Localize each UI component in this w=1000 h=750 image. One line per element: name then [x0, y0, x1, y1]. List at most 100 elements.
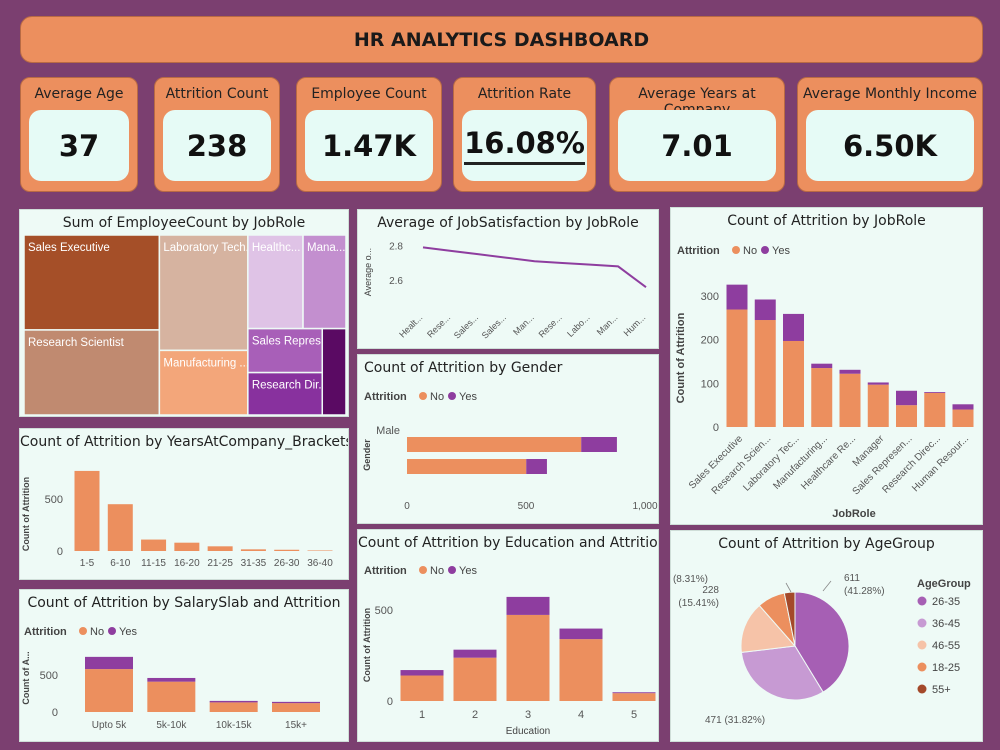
bar-yes [581, 437, 617, 452]
x-axis-label: Education [506, 726, 550, 737]
treemap-tile [247, 327, 324, 374]
gender-attrition-panel[interactable]: Count of Attrition by Gender Attrition No… [357, 354, 659, 524]
kpi-attrition-count[interactable]: Attrition Count 238 [154, 77, 280, 192]
y-tick-label: 0 [387, 696, 393, 708]
pie-slice-label: 228 [702, 585, 719, 596]
x-tick-label: 31-35 [241, 558, 267, 569]
pie-slice [783, 591, 796, 647]
kpi-value: 238 [186, 128, 248, 163]
bar-no [85, 669, 133, 712]
years-at-company-panel[interactable]: Count of Attrition by YearsAtCompany_Bra… [19, 428, 349, 580]
bar-yes [811, 363, 833, 369]
chart-title: Average of JobSatisfaction by JobRole [377, 215, 639, 231]
bar-yes [453, 649, 497, 658]
chart-title: Sum of EmployeeCount by JobRole [62, 215, 306, 231]
pie-slice-label: (41.28%) [844, 586, 885, 597]
kpi-employee-count[interactable]: Employee Count 1.47K [296, 77, 442, 192]
y-tick-label: 100 [701, 378, 719, 390]
bar [107, 504, 133, 551]
kpi-label: Average Age [34, 86, 124, 102]
pie-slice [740, 604, 797, 653]
pie-leader-line [785, 582, 792, 593]
treemap-tile-label: Healthc... [252, 242, 301, 254]
x-tick-label: 3 [525, 709, 531, 721]
x-tick-label: 1,000 [632, 501, 657, 512]
x-tick-label: 1-5 [80, 558, 95, 569]
bar [174, 542, 200, 551]
job-satisfaction-line-panel[interactable]: Average of JobSatisfaction by JobRole Av… [357, 209, 659, 349]
chart-title: Count of Attrition by AgeGroup [718, 536, 935, 552]
job-satisfaction-line [422, 246, 647, 288]
salary-slab-chart: Attrition No Yes Count of A... 0 500 Upto 5k 5k… [21, 626, 320, 731]
legend-yes-swatch [448, 566, 456, 574]
y-tick-label: 0 [52, 707, 58, 719]
y-tick-label: 0 [57, 546, 63, 558]
y-tick-label: 300 [701, 291, 719, 303]
legend-label: 46-55 [932, 640, 960, 652]
legend-no-swatch [79, 627, 87, 635]
kpi-average-monthly-income[interactable]: Average Monthly Income 6.50K [797, 77, 983, 192]
treemap-tile [23, 234, 161, 331]
x-tick-label: 26-30 [274, 558, 300, 569]
y-tick-label: 500 [45, 494, 63, 506]
legend-yes-label: Yes [772, 245, 790, 257]
x-tick-label: 10k-15k [216, 720, 253, 731]
chart-title: Count of Attrition by SalarySlab and Att… [27, 595, 341, 611]
bar-no [612, 693, 656, 701]
education-attrition-panel[interactable]: Count of Attrition by Education and Attr… [357, 529, 659, 742]
bar-no [272, 703, 320, 712]
legend-yes-swatch [761, 246, 769, 254]
bar-no [811, 368, 833, 427]
treemap-tile-label: Mana... [307, 242, 345, 254]
kpi-card: 37 [29, 110, 129, 181]
legend-no-label: No [90, 626, 104, 638]
x-tick-label: Labo... [565, 312, 592, 339]
agegroup-pie-chart: 611 (41.28%) 471 (31.82%) 228 (15.41%) 123 (8… [671, 573, 971, 726]
pie-slice-label: 123 (8.31%) [671, 574, 708, 585]
x-tick-label: 16-20 [174, 558, 200, 569]
treemap-tile-label: Sales Repres... [252, 336, 331, 348]
bar-no [783, 340, 804, 427]
kpi-average-age[interactable]: Average Age 37 [20, 77, 138, 192]
bar-yes [896, 390, 917, 406]
kpi-average-years-at-company[interactable]: Average Years at Company 7.01 [609, 77, 785, 192]
kpi-card: 238 [163, 110, 271, 181]
legend-no-swatch [732, 246, 740, 254]
legend-no-swatch [419, 392, 427, 400]
bar-no [209, 702, 258, 712]
bar-yes [726, 284, 748, 310]
legend-title: AgeGroup [917, 578, 971, 590]
x-tick-label: Sales... [452, 312, 480, 340]
y-tick-label: 200 [701, 335, 719, 347]
x-tick-label: 2 [472, 709, 478, 721]
chart-title: Count of Attrition by Education and Attr… [358, 535, 659, 551]
treemap-jobrole-panel[interactable]: Sum of EmployeeCount by JobRole Sales Ex… [19, 209, 349, 417]
bar-yes [952, 404, 974, 410]
bar-no [453, 657, 497, 701]
legend-no-label: No [430, 391, 444, 403]
bar-yes [526, 459, 547, 474]
years-at-company-chart: Count of Attrition 0 500 1-5 6-10 11-15 16-20 2… [21, 470, 333, 569]
legend-no-label: No [743, 245, 757, 257]
kpi-attrition-rate[interactable]: Attrition Rate 16.08% [453, 77, 596, 192]
agegroup-attrition-panel[interactable]: Count of Attrition by AgeGroup 611 (41.28… [670, 530, 983, 742]
legend-yes-label: Yes [119, 626, 137, 638]
jobrole-attrition-chart: Attrition No Yes Count of Attrition 0 100 200 3… [675, 245, 974, 520]
legend-no-label: No [430, 565, 444, 577]
y-axis-label: Count of A... [21, 651, 31, 704]
bar-no [726, 309, 748, 427]
kpi-card: 7.01 [618, 110, 776, 181]
kpi-label: Attrition Count [165, 86, 269, 102]
education-attrition-chart: Attrition No Yes Count of Attrition 0 500 1 2 3 4… [362, 565, 656, 737]
legend-yes-swatch [448, 392, 456, 400]
bar [74, 470, 100, 551]
treemap-tile [247, 234, 304, 330]
x-tick-label: 4 [578, 709, 584, 721]
salary-slab-panel[interactable]: Count of Attrition by SalarySlab and Att… [19, 589, 349, 742]
kpi-card: 6.50K [806, 110, 974, 181]
pie-slice-label: (15.41%) [678, 598, 719, 609]
bar-no [407, 437, 582, 452]
pie-leader-line [822, 580, 832, 592]
jobrole-attrition-panel[interactable]: Count of Attrition by JobRole Attrition N… [670, 207, 983, 525]
